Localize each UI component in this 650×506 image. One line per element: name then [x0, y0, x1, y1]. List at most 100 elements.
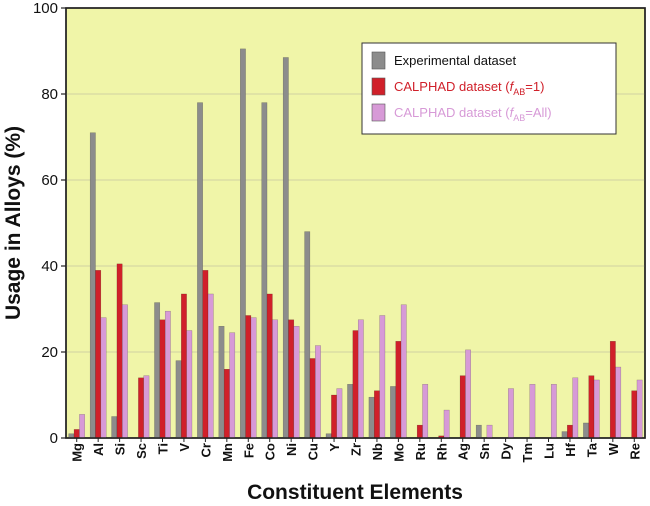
bar-w-series-1: [609, 341, 616, 439]
bar-ta-series-2: [593, 379, 600, 439]
bar-ni-series-2: [293, 326, 300, 439]
bar-dy-series-2: [508, 388, 514, 439]
legend-swatch-calphad-fab-1: [371, 77, 386, 96]
bar-ti-series-2: [164, 310, 171, 439]
x-axis-title: Constituent Elements: [247, 481, 463, 504]
x-tick-label: W: [606, 442, 621, 455]
x-tick-label: Mg: [70, 443, 85, 462]
x-tick-label: Mo: [391, 443, 406, 462]
bar-ta-series-0: [583, 422, 589, 439]
bar-ni-series-0: [282, 57, 289, 439]
y-tick-label: 0: [50, 430, 58, 447]
x-tick-label: Cu: [306, 443, 321, 460]
bar-ta-series-1: [588, 375, 595, 439]
x-tick-label: Co: [263, 443, 278, 460]
x-tick-label: Rh: [434, 443, 449, 460]
bar-w-series-2: [615, 366, 622, 439]
y-axis-ticks: 0 20 40 60 80 100: [33, 0, 66, 447]
y-tick-label: 80: [41, 86, 58, 103]
bar-nb-series-2: [379, 315, 386, 439]
x-tick-label: Ti: [156, 443, 171, 454]
bar-sn-series-0: [475, 424, 482, 439]
x-tick-label: Lu: [542, 443, 557, 459]
bar-v-series-2: [186, 330, 193, 439]
x-tick-label: Tm: [520, 443, 535, 463]
x-tick-label: Ag: [456, 443, 471, 460]
y-tick-label: 20: [41, 344, 58, 361]
bar-hf-series-1: [567, 424, 573, 439]
bar-ti-series-0: [154, 302, 161, 439]
legend-label-subscript: AB: [513, 113, 525, 123]
legend: Experimental dataset CALPHAD dataset (fA…: [361, 42, 617, 135]
legend-label-f: f: [510, 105, 515, 120]
x-tick-label: Sc: [134, 443, 149, 459]
bar-co-series-2: [272, 319, 278, 439]
x-tick-label: Zr: [349, 443, 364, 456]
bar-hf-series-0: [561, 431, 568, 439]
bar-lu-series-2: [550, 384, 557, 439]
bar-cr-series-2: [207, 293, 214, 439]
bar-ru-series-1: [416, 424, 423, 439]
bar-v-series-1: [181, 293, 187, 439]
x-tick-label: Mn: [220, 443, 235, 462]
bar-fe-series-2: [250, 317, 257, 439]
legend-label-f: f: [510, 79, 515, 94]
bar-re-series-2: [636, 379, 643, 439]
x-axis-ticks: Mg Al Si Sc Ti V Cr Mn Fe Co Ni Cu Y Zr Nb Mo Ru Rh Ag Sn Dy…: [70, 438, 642, 463]
bar-zr-series-2: [357, 319, 364, 439]
bar-sn-series-2: [486, 424, 493, 439]
y-tick-label: 100: [33, 0, 58, 17]
bar-mn-series-0: [218, 326, 225, 439]
bar-ni-series-1: [288, 319, 295, 439]
legend-label-prefix: CALPHAD dataset (: [394, 105, 510, 120]
bar-tm-series-2: [529, 384, 536, 439]
legend-label-experimental: Experimental dataset: [394, 53, 517, 68]
bar-nb-series-1: [374, 390, 380, 439]
bar-co-series-1: [266, 293, 273, 439]
bar-ag-series-1: [459, 375, 466, 439]
bar-al-series-2: [100, 317, 107, 439]
bar-ti-series-1: [159, 319, 166, 439]
bar-fe-series-1: [245, 315, 252, 439]
x-tick-label: Hf: [563, 442, 578, 456]
x-tick-label: Si: [113, 443, 128, 455]
bar-mo-series-1: [395, 341, 402, 439]
y-axis-title: Usage in Alloys (%): [2, 126, 25, 320]
bar-mg-series-1: [73, 429, 80, 439]
y-tick-label: 40: [41, 258, 58, 275]
bars: [68, 48, 643, 439]
bar-re-series-1: [631, 390, 638, 439]
legend-label-suffix: =1): [525, 79, 544, 94]
legend-label-subscript: AB: [513, 87, 525, 97]
bar-mn-series-1: [223, 369, 230, 439]
bar-cr-series-0: [197, 102, 203, 439]
x-tick-label: Cr: [198, 443, 213, 457]
bar-hf-series-2: [572, 377, 579, 439]
bar-nb-series-0: [368, 396, 375, 439]
bar-zr-series-1: [352, 330, 359, 439]
bar-sc-series-1: [138, 377, 144, 439]
bar-ag-series-2: [465, 349, 471, 439]
bar-cu-series-1: [309, 358, 316, 439]
x-tick-label: Ni: [284, 443, 299, 456]
legend-label-suffix: =All): [525, 105, 551, 120]
x-tick-label: Y: [327, 443, 342, 452]
x-tick-label: Ta: [584, 442, 599, 457]
bar-mn-series-2: [229, 332, 236, 439]
bar-mo-series-2: [400, 304, 407, 439]
bar-y-series-2: [336, 388, 343, 439]
x-tick-label: Al: [91, 443, 106, 456]
legend-swatch-experimental: [371, 51, 386, 70]
bar-si-series-1: [116, 263, 123, 439]
bar-fe-series-0: [240, 48, 246, 439]
bar-mg-series-2: [79, 414, 85, 439]
bar-rh-series-2: [443, 409, 450, 439]
bar-al-series-1: [95, 270, 102, 439]
bar-v-series-0: [175, 360, 182, 439]
bar-mo-series-0: [390, 386, 396, 439]
bar-y-series-1: [331, 394, 337, 439]
bar-cu-series-0: [304, 231, 311, 439]
bar-sc-series-2: [143, 375, 150, 439]
bar-cr-series-1: [202, 270, 209, 439]
